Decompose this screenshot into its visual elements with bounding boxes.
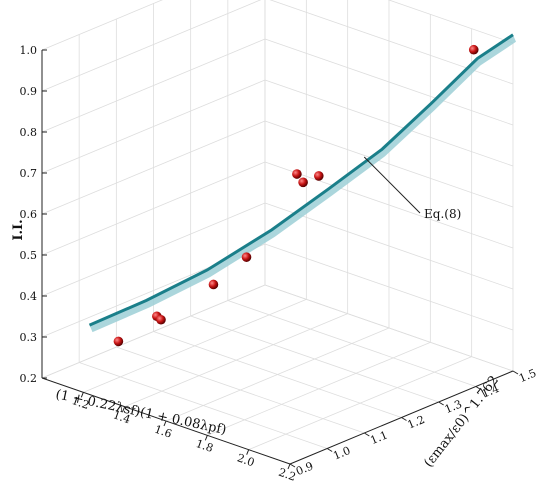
- z-tick-label: 0.7: [20, 167, 38, 180]
- labels-layer: 0.2 0.3 0.4 0.5 0.6 0.7 0.8 0.9 1.0 1.2 1.4 1.6 1.8 2…: [11, 44, 538, 483]
- y-tick-label: 0.9: [294, 459, 315, 478]
- z-tick-label: 0.8: [20, 126, 38, 139]
- y-tick-label: 1.3: [443, 397, 464, 416]
- annotation-leader: [363, 156, 421, 214]
- x-tick: [163, 420, 167, 427]
- annotation-label: Eq.(8): [424, 207, 461, 221]
- y-tick: [401, 417, 407, 421]
- grid-line: [79, 362, 328, 449]
- y-tick: [438, 401, 444, 406]
- x-tick-label: 2.2: [277, 466, 298, 483]
- z-tick-label: 1.0: [20, 44, 38, 57]
- data-point: [208, 279, 219, 290]
- y-tick-label: 1.4: [480, 382, 501, 401]
- y-tick: [289, 463, 296, 468]
- x-tick-label: 2.0: [235, 451, 256, 469]
- x-tick: [80, 392, 84, 398]
- x-tick: [287, 463, 291, 470]
- axis-layer: [41, 49, 519, 470]
- grid-line: [116, 346, 365, 434]
- y-tick: [326, 448, 333, 452]
- data-point: [292, 169, 302, 179]
- grid-line: [264, 284, 514, 372]
- z-axis-title: I.I.: [11, 219, 26, 240]
- data-points-layer: [113, 44, 479, 347]
- y-tick: [475, 386, 482, 390]
- data-point: [241, 252, 252, 262]
- grid-layer: [41, 0, 514, 465]
- y-tick-label: 1.0: [331, 444, 352, 463]
- x-tick-label: 1.2: [70, 394, 91, 412]
- data-point: [314, 171, 324, 181]
- x-axis-title: (1 + 0.22λsf)(1 + 0.08λpf): [54, 387, 227, 438]
- x-tick-label: 1.4: [111, 408, 132, 426]
- z-tick-label: 0.6: [20, 208, 38, 221]
- y-tick: [512, 370, 519, 375]
- z-tick-label: 0.3: [20, 331, 38, 344]
- x-tick-label: 1.6: [153, 423, 174, 441]
- x-tick: [246, 449, 250, 455]
- data-point: [468, 44, 479, 55]
- x-tick: [122, 406, 126, 412]
- x-tick-label: 1.8: [194, 437, 215, 455]
- fit-curve-line: [88, 33, 514, 327]
- data-point: [156, 314, 166, 325]
- z-tick-label: 0.5: [20, 249, 38, 262]
- y-tick-label: 1.5: [517, 366, 538, 385]
- data-point: [113, 336, 124, 347]
- y-tick-label: 1.1: [368, 428, 389, 447]
- grid-line: [227, 300, 476, 387]
- data-point: [298, 177, 308, 188]
- fit-curve-layer: [88, 33, 516, 333]
- x-tick: [204, 435, 208, 441]
- grid-line: [190, 315, 439, 403]
- z-tick-label: 0.4: [20, 290, 38, 303]
- grid-line: [153, 331, 402, 418]
- z-tick-label: 0.9: [20, 85, 38, 98]
- z-tick-label: 0.2: [20, 372, 38, 385]
- y-axis-title: (εmax/ε0)^1.762: [421, 373, 502, 470]
- y-tick-label: 1.2: [406, 413, 427, 432]
- y-tick: [364, 432, 370, 437]
